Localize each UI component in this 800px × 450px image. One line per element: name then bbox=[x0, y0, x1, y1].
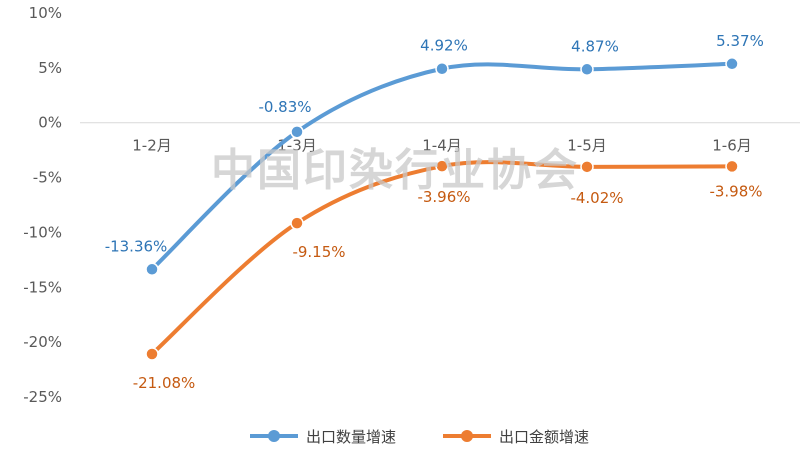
data-labels-group: -13.36% -0.83% 4.92% 4.87% 5.37% -21.08% -9.15… bbox=[105, 32, 764, 392]
y-tick-label: -20% bbox=[23, 333, 62, 351]
x-tick-label: 1-6月 bbox=[712, 137, 752, 155]
data-label: -4.02% bbox=[570, 189, 623, 207]
data-point bbox=[580, 62, 594, 77]
axes-group: 10%5%0%-5%-10%-15%-20%-25%1-2月 1-3月 1-4月 1-… bbox=[23, 4, 800, 406]
legend: 出口数量增速 出口金额增速 bbox=[250, 428, 589, 446]
data-label: -3.98% bbox=[709, 182, 762, 200]
y-tick-label: -10% bbox=[23, 223, 62, 241]
y-tick-label: -5% bbox=[33, 169, 62, 187]
y-tick-label: 10% bbox=[29, 4, 62, 22]
series-group bbox=[145, 57, 739, 361]
data-point bbox=[290, 125, 304, 139]
legend-marker bbox=[461, 430, 473, 442]
data-point bbox=[145, 262, 159, 277]
data-label: -9.15% bbox=[292, 243, 345, 261]
data-point bbox=[725, 57, 739, 71]
data-point bbox=[725, 159, 739, 174]
data-label: -21.08% bbox=[133, 374, 196, 392]
data-label: 5.37% bbox=[716, 32, 764, 50]
data-point bbox=[290, 216, 304, 230]
data-point bbox=[580, 160, 594, 174]
data-label: 4.92% bbox=[420, 37, 468, 55]
data-point bbox=[435, 61, 449, 76]
x-tick-label: 1-5月 bbox=[567, 137, 607, 155]
data-label: -3.96% bbox=[417, 188, 470, 206]
watermark-group: 中国印染行业协会 bbox=[211, 145, 579, 196]
legend-label: 出口数量增速 bbox=[306, 428, 396, 446]
data-label: -0.83% bbox=[258, 98, 311, 116]
data-point bbox=[145, 347, 159, 361]
data-label: 4.87% bbox=[571, 37, 619, 55]
x-tick-label: 1-2月 bbox=[132, 137, 172, 155]
legend-marker bbox=[268, 430, 280, 442]
y-tick-label: -15% bbox=[23, 278, 62, 296]
y-tick-label: -25% bbox=[23, 388, 62, 406]
y-tick-label: 5% bbox=[38, 59, 62, 77]
data-label: -13.36% bbox=[105, 237, 168, 255]
y-tick-label: 0% bbox=[38, 114, 62, 132]
x-tick-label: 1-4月 bbox=[422, 137, 462, 155]
data-point bbox=[435, 159, 449, 173]
watermark-text: 中国印染行业协会 bbox=[211, 145, 579, 196]
legend-label: 出口金额增速 bbox=[499, 428, 589, 446]
